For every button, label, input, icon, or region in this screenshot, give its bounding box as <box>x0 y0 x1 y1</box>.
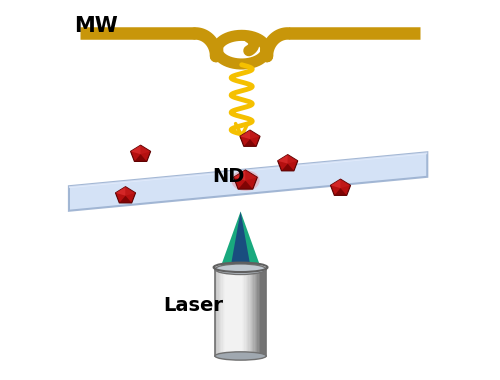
Polygon shape <box>116 187 126 196</box>
Polygon shape <box>334 188 346 195</box>
Bar <box>262 269 264 356</box>
Polygon shape <box>278 155 287 164</box>
Bar <box>220 269 222 356</box>
Polygon shape <box>134 154 147 162</box>
Bar <box>232 269 233 356</box>
Polygon shape <box>69 152 428 211</box>
Polygon shape <box>140 145 150 154</box>
Bar <box>229 269 230 356</box>
Ellipse shape <box>215 264 266 274</box>
Bar <box>216 269 218 356</box>
Polygon shape <box>220 212 262 269</box>
Polygon shape <box>69 152 428 188</box>
Bar <box>264 269 265 356</box>
Polygon shape <box>250 130 260 139</box>
Bar <box>244 269 246 356</box>
Bar <box>251 269 252 356</box>
Bar <box>226 269 228 356</box>
Bar <box>252 269 254 356</box>
Bar <box>215 269 216 356</box>
Bar <box>236 269 238 356</box>
Polygon shape <box>246 170 258 180</box>
Polygon shape <box>238 180 253 189</box>
Bar <box>256 269 257 356</box>
Text: ND: ND <box>212 167 244 186</box>
Polygon shape <box>330 179 350 195</box>
Bar <box>238 269 240 356</box>
Polygon shape <box>240 130 250 139</box>
Polygon shape <box>234 170 245 180</box>
Bar <box>261 269 262 356</box>
Bar <box>215 269 266 356</box>
Bar <box>260 269 261 356</box>
Polygon shape <box>244 139 256 146</box>
Bar <box>265 269 266 356</box>
Bar <box>224 269 225 356</box>
Polygon shape <box>240 130 260 146</box>
Ellipse shape <box>232 170 260 191</box>
Bar <box>230 269 232 356</box>
Bar <box>254 269 256 356</box>
Polygon shape <box>120 196 132 203</box>
Bar <box>258 269 260 356</box>
Bar <box>225 269 226 356</box>
Bar <box>233 269 234 356</box>
Polygon shape <box>126 187 136 196</box>
Polygon shape <box>116 187 136 203</box>
Polygon shape <box>230 212 251 269</box>
Bar <box>222 269 224 356</box>
Bar <box>228 269 229 356</box>
Bar <box>219 269 220 356</box>
Bar <box>234 269 235 356</box>
Text: Laser: Laser <box>163 296 223 315</box>
Polygon shape <box>234 170 258 189</box>
Polygon shape <box>330 179 340 188</box>
Polygon shape <box>288 155 298 164</box>
Text: MW: MW <box>74 16 118 36</box>
Polygon shape <box>340 179 350 188</box>
Bar <box>247 269 248 356</box>
Polygon shape <box>278 155 298 171</box>
Bar <box>240 269 242 356</box>
Bar <box>248 269 250 356</box>
Polygon shape <box>130 145 140 154</box>
Bar <box>246 269 247 356</box>
Ellipse shape <box>215 352 266 360</box>
Bar <box>243 269 244 356</box>
Bar <box>257 269 258 356</box>
Bar <box>218 269 219 356</box>
Bar <box>250 269 251 356</box>
Polygon shape <box>282 164 294 171</box>
Polygon shape <box>130 145 150 162</box>
Bar <box>242 269 243 356</box>
